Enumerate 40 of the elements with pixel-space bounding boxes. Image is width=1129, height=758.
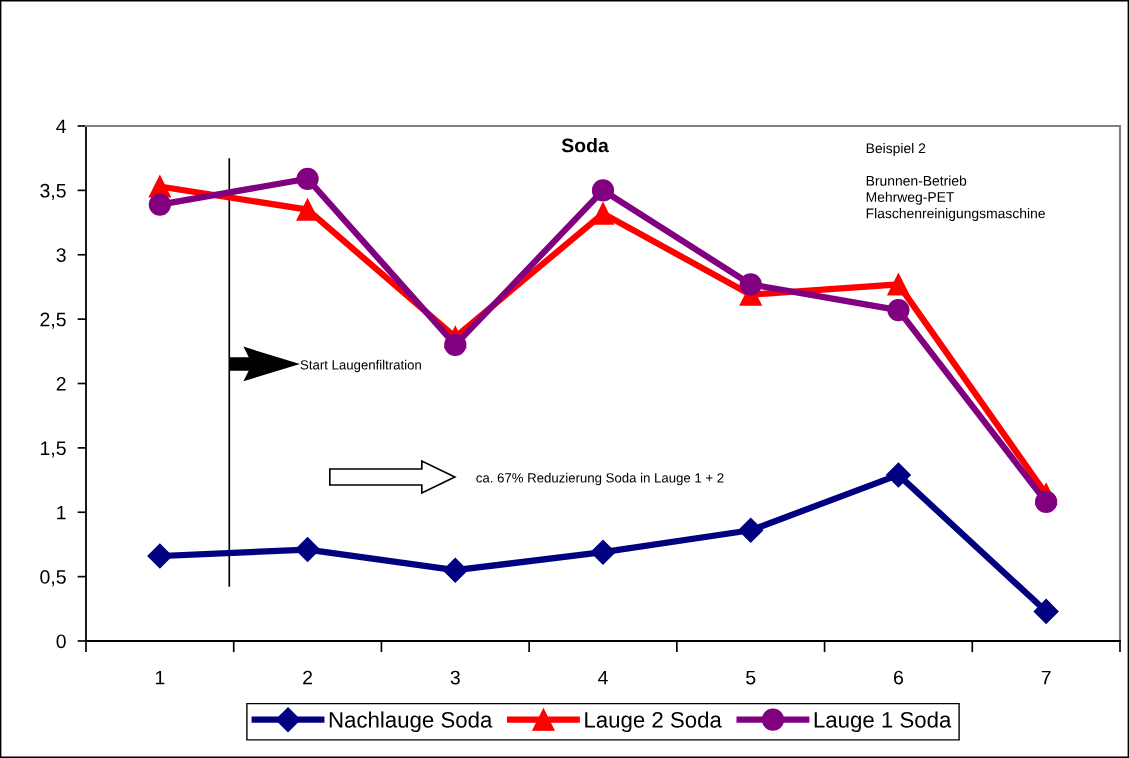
text: Beispiel 2 Brunnen-Betrieb Mehrweg-PET Flaschenreinigungsmaschine	[866, 143, 1045, 222]
point	[296, 198, 319, 221]
x-tick-label: 4	[598, 670, 608, 685]
y-tick-label: 2	[56, 376, 66, 391]
y-tick-label: 3,5	[40, 183, 66, 200]
legend-label: Nachlauge Soda	[329, 711, 493, 733]
y-tick-label: 3	[56, 248, 66, 262]
point	[148, 193, 171, 216]
legend-label: Lauge 1 Soda	[814, 711, 952, 733]
point	[590, 539, 616, 565]
point	[591, 202, 615, 225]
annotation: Start Laugenfiltration	[300, 359, 421, 373]
x-tick-label: 6	[894, 670, 903, 685]
point	[739, 273, 762, 296]
y-tick-label: 1	[57, 505, 66, 520]
annotation: ca. 67% Reduzierung Soda in Lauge 1 + 2	[476, 472, 724, 486]
point	[295, 537, 321, 563]
point	[1035, 490, 1058, 514]
x-tick-label: 3	[450, 670, 460, 685]
y-tick-label: 2,5	[40, 312, 66, 329]
point	[887, 273, 910, 296]
point	[147, 543, 173, 569]
x-tick-label: 2	[303, 670, 312, 685]
x-tick-label: 1	[155, 670, 165, 685]
y-tick-label: 0,5	[40, 570, 66, 587]
point	[1033, 598, 1059, 624]
x-tick-label: 7	[1041, 670, 1051, 685]
y-tick-label: 1,5	[41, 441, 66, 458]
point	[296, 167, 319, 190]
chart-title: Soda	[561, 138, 609, 153]
point	[885, 462, 911, 488]
point	[591, 179, 615, 202]
x-tick-label: 5	[746, 670, 756, 685]
point	[738, 517, 764, 543]
point	[887, 299, 910, 322]
y-tick-label: 0	[56, 634, 66, 649]
y-tick-label: 4	[56, 119, 66, 134]
point	[444, 333, 467, 356]
legend-label: Lauge 2 Soda	[585, 711, 722, 733]
point	[442, 557, 468, 583]
